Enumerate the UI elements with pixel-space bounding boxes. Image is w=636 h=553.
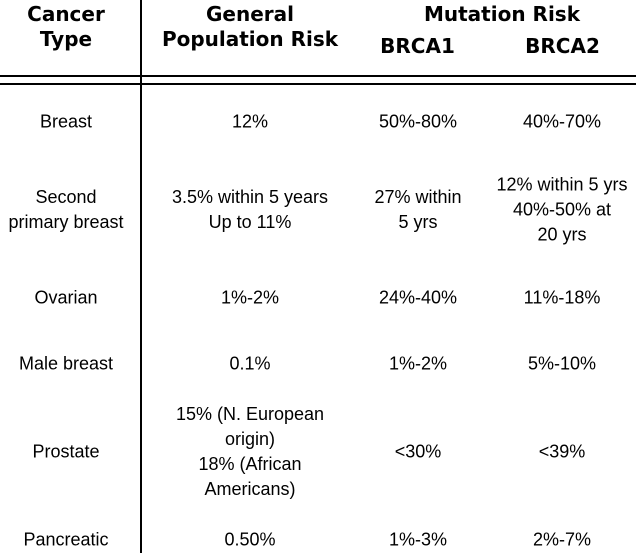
cell-line: <30% — [394, 441, 442, 462]
table-cell-brca1: <30% — [395, 440, 442, 465]
header-rule-bottom — [0, 83, 636, 85]
cell-line: Prostate — [32, 441, 100, 462]
cell-line: origin) — [224, 429, 276, 449]
table-cell-brca1: 1%-2% — [389, 352, 447, 377]
header-general-line1: General — [206, 2, 294, 26]
cell-line: 5 yrs — [398, 212, 438, 232]
cell-line: Ovarian — [34, 287, 98, 308]
table-cell-general: 12% — [232, 110, 268, 135]
table-cell-brca2: 12% within 5 yrs 40%-50% at 20 yrs — [496, 173, 627, 248]
header-general-line2: Population Risk — [161, 27, 339, 51]
header-mutation-risk: Mutation Risk — [423, 2, 580, 26]
table-cell-type: Second primary breast — [8, 185, 123, 235]
table-cell-brca1: 1%-3% — [389, 528, 447, 553]
table-cell-type: Prostate — [32, 440, 99, 465]
cell-line: 18% (African — [198, 454, 302, 474]
table-cell-brca2: 5%-10% — [528, 352, 596, 377]
cell-line: Americans) — [204, 479, 296, 499]
cell-line: 27% within — [374, 187, 462, 207]
cell-line: Breast — [39, 111, 93, 132]
cell-line: Pancreatic — [23, 529, 109, 550]
table-cell-general: 1%-2% — [221, 286, 279, 311]
header-general-population-risk: General Population Risk — [150, 2, 350, 52]
cell-line: Second — [35, 187, 97, 207]
table-cell-type: Male breast — [19, 352, 113, 377]
cell-line: 40%-70% — [522, 111, 602, 132]
table-cell-brca1: 27% within 5 yrs — [374, 185, 461, 235]
column-divider — [140, 0, 142, 553]
header-rule-top — [0, 75, 636, 77]
cell-line: 0.50% — [224, 529, 276, 550]
cell-line: 24%-40% — [378, 287, 458, 308]
table-cell-general: 0.1% — [229, 352, 270, 377]
cell-line: 3.5% within 5 years — [171, 187, 329, 207]
cell-line: 50%-80% — [378, 111, 458, 132]
cell-line: 1%-2% — [388, 353, 448, 374]
header-brca1: BRCA1 — [380, 34, 455, 58]
cell-line: 12% within 5 yrs — [496, 174, 628, 195]
cell-line: 1%-3% — [388, 529, 448, 550]
cell-line: 20 yrs — [537, 224, 587, 245]
table-cell-brca2: 2%-7% — [533, 528, 591, 553]
table-cell-type: Pancreatic — [23, 528, 108, 553]
cell-line: Male breast — [18, 353, 114, 374]
table-cell-brca2: 11%-18% — [524, 286, 601, 311]
table-cell-general: 0.50% — [224, 528, 275, 553]
table-cell-general: 3.5% within 5 years Up to 11% — [172, 185, 328, 235]
header-brca2: BRCA2 — [525, 34, 600, 58]
table-cell-type: Breast — [40, 110, 92, 135]
table-cell-brca1: 50%-80% — [379, 110, 457, 135]
header-cancer-type-line1: Cancer — [27, 2, 105, 26]
cell-line: 11%-18% — [523, 287, 601, 308]
table-cell-general: 15% (N. European origin) 18% (African Ameri… — [176, 402, 324, 502]
cell-line: 15% (N. European — [175, 404, 325, 424]
table-cell-brca2: <39% — [539, 440, 586, 465]
cell-line: 12% — [231, 111, 269, 132]
cell-line: 2%-7% — [532, 529, 592, 550]
table-cell-brca2: 40%-70% — [523, 110, 601, 135]
cell-line: 5%-10% — [527, 353, 597, 374]
header-cancer-type: Cancer Type — [0, 2, 132, 52]
cell-line: 40%-50% at — [512, 199, 612, 220]
cell-line: primary breast — [8, 212, 124, 232]
table-cell-type: Ovarian — [34, 286, 97, 311]
cell-line: Up to 11% — [208, 212, 292, 232]
header-cancer-type-line2: Type — [39, 27, 93, 51]
table-cell-brca1: 24%-40% — [379, 286, 457, 311]
cell-line: <39% — [538, 441, 586, 462]
cell-line: 0.1% — [229, 353, 271, 374]
cell-line: 1%-2% — [220, 287, 280, 308]
